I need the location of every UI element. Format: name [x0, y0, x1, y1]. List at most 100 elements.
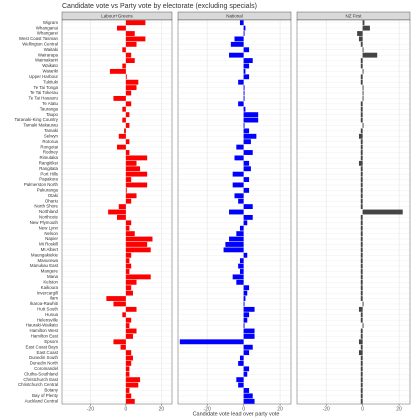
- y-tick-label: Ilam: [50, 296, 59, 301]
- bar: [234, 193, 244, 199]
- bar: [122, 106, 126, 112]
- bar: [362, 47, 364, 53]
- bar: [360, 242, 363, 247]
- bar: [113, 301, 126, 307]
- bar: [125, 58, 135, 63]
- bar: [125, 225, 130, 231]
- bar: [117, 214, 126, 220]
- bar: [108, 209, 126, 215]
- bar: [243, 95, 245, 101]
- bar: [124, 128, 126, 134]
- y-tick-label: Botany: [44, 388, 58, 393]
- bar: [125, 198, 132, 204]
- y-tick-label: Rotorua: [42, 139, 58, 144]
- y-tick-label: Whangarei: [37, 31, 58, 36]
- x-tick-label: 20: [396, 406, 402, 412]
- bar: [125, 85, 137, 91]
- bar: [360, 258, 363, 264]
- bar: [125, 285, 132, 291]
- y-tick-label: Te Tai Hauauru: [29, 96, 59, 101]
- bar: [125, 328, 137, 334]
- bar: [360, 106, 363, 112]
- bar: [243, 393, 253, 399]
- y-tick-label: Selwyn: [44, 133, 59, 138]
- y-tick-label: Bay of Plenty: [32, 393, 59, 398]
- y-tick-label: Rangitikei: [39, 160, 58, 165]
- y-tick-label: Papakura: [39, 177, 58, 182]
- y-tick-label: Nelson: [44, 231, 58, 236]
- bar: [360, 74, 363, 80]
- bar: [125, 371, 130, 377]
- bar: [360, 193, 363, 199]
- y-tick-label: West Coast Tasman: [19, 36, 59, 41]
- y-tick-label: Kelston: [43, 279, 58, 284]
- bar: [225, 242, 244, 247]
- bar: [243, 350, 250, 356]
- bar: [125, 306, 137, 312]
- bar: [243, 106, 246, 112]
- bar: [243, 74, 250, 80]
- bar: [360, 269, 363, 274]
- bar: [238, 263, 244, 269]
- bar: [360, 263, 363, 269]
- bar: [125, 242, 148, 247]
- y-tick-label: Christchurch East: [23, 377, 58, 382]
- bar: [243, 139, 251, 145]
- y-tick-label: East Coast: [37, 350, 59, 355]
- bar: [125, 231, 135, 237]
- x-tick-label: 0: [124, 406, 127, 412]
- bar: [125, 123, 130, 128]
- bar: [360, 344, 363, 350]
- bar: [125, 247, 151, 253]
- bar: [360, 371, 363, 377]
- bar: [360, 139, 363, 145]
- x-tick-label: 20: [277, 406, 283, 412]
- bar: [125, 377, 141, 383]
- bar: [360, 366, 363, 372]
- bar: [125, 382, 139, 388]
- bar: [125, 290, 133, 296]
- y-tick-label: New Lynn: [39, 225, 59, 230]
- bar: [125, 193, 137, 199]
- y-tick-label: Helensville: [37, 317, 59, 322]
- y-tick-label: Waitaki: [44, 47, 58, 52]
- bar: [125, 393, 132, 399]
- bar: [125, 101, 132, 107]
- x-tick-label: -20: [204, 406, 211, 412]
- bar: [239, 258, 244, 264]
- y-tick-label: Port Hills: [40, 171, 58, 176]
- bar: [125, 160, 137, 166]
- bar: [229, 52, 244, 58]
- bar: [125, 350, 132, 356]
- y-tick-label: Northcote: [39, 215, 59, 220]
- bar: [238, 79, 244, 85]
- bar: [120, 344, 126, 350]
- x-tick-label: -20: [323, 406, 330, 412]
- bar: [236, 144, 244, 150]
- y-tick-label: Wairarapa: [38, 52, 59, 57]
- bar: [125, 31, 135, 36]
- bar: [243, 68, 246, 74]
- panel-border: [296, 19, 411, 405]
- y-tick-label: Kaikoura: [41, 285, 59, 290]
- bar: [243, 344, 253, 350]
- bar: [125, 279, 137, 285]
- bar: [360, 214, 363, 220]
- bar: [360, 252, 363, 258]
- y-tick-label: Tamaki Makaurau: [23, 123, 58, 128]
- bar: [362, 25, 370, 31]
- y-tick-label: Invercargill: [37, 290, 58, 295]
- bar: [230, 41, 244, 47]
- bar: [125, 41, 137, 47]
- bar: [125, 187, 127, 193]
- bar: [243, 47, 250, 53]
- bar: [125, 323, 130, 329]
- y-tick-label: Epsom: [44, 339, 58, 344]
- bar: [360, 101, 363, 107]
- bar: [238, 382, 244, 388]
- strip-label: NZ First: [346, 13, 363, 18]
- x-tick-label: 20: [159, 406, 165, 412]
- y-tick-label: Ikaroa-Rawhiti: [30, 301, 58, 306]
- bar: [360, 388, 363, 393]
- bar: [360, 41, 363, 47]
